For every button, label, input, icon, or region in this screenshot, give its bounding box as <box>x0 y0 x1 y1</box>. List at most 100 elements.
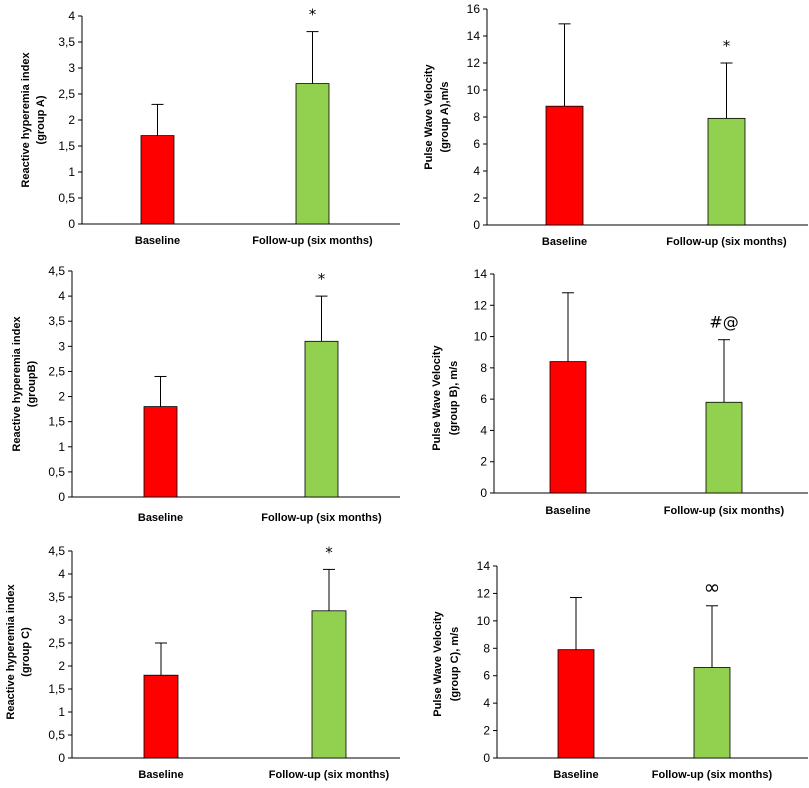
significance-marker: * <box>318 270 326 288</box>
y-tick-label: 1 <box>58 440 65 454</box>
y-tick-label: 2,5 <box>48 636 65 650</box>
category-label: Follow-up (six months) <box>664 505 785 517</box>
y-tick-label: 1,5 <box>48 415 65 429</box>
y-tick-label: 8 <box>473 110 480 124</box>
y-axis-label-line: (group B), m/s <box>448 361 460 436</box>
y-tick-label: 2 <box>473 191 480 205</box>
y-tick-label: 14 <box>477 559 491 573</box>
category-label: Baseline <box>545 505 590 517</box>
category-label: Baseline <box>138 512 183 524</box>
y-tick-label: 3 <box>58 613 65 627</box>
bar-followup <box>304 340 339 498</box>
y-tick-label: 10 <box>467 83 481 97</box>
y-tick-label: 3 <box>58 339 65 353</box>
y-tick-label: 0 <box>483 751 490 765</box>
y-axis-label-line: (group A) <box>35 95 47 144</box>
category-label: Baseline <box>135 235 180 247</box>
y-tick-label: 12 <box>474 298 488 312</box>
y-tick-label: 16 <box>467 2 481 16</box>
y-tick-label: 12 <box>467 56 481 70</box>
y-axis-label: Reactive hyperemia index (group A) <box>20 52 47 188</box>
y-axis-label: Pulse Wave Velocity (group A),m/s <box>423 63 451 169</box>
y-axis-label-line: (group C), m/s <box>449 627 461 702</box>
bar-baseline <box>143 674 179 759</box>
y-axis-label: Pulse Wave Velocity (group B), m/s <box>431 344 460 450</box>
y-tick-label: 6 <box>480 392 487 406</box>
y-tick-label: 2 <box>68 113 75 127</box>
y-tick-label: 1,5 <box>48 682 65 696</box>
y-axis-label-line: (group C) <box>20 627 32 677</box>
significance-marker: #@ <box>709 313 738 332</box>
y-axis-label: Reactive hyperemia index (group C) <box>5 584 32 720</box>
y-tick-label: 2,5 <box>58 87 75 101</box>
y-axis-label-line: Pulse Wave Velocity <box>431 344 443 450</box>
y-tick-label: 1 <box>68 165 75 179</box>
chart-3: 0 0,5 1 1,5 2 2,5 3 3,5 4 4,5 Baseline * Follow-up (… <box>11 264 400 524</box>
category-label: Baseline <box>553 769 598 781</box>
y-axis-label-line: (group A),m/s <box>439 81 451 152</box>
y-tick-label: 4 <box>483 696 490 710</box>
category-label: Follow-up (six months) <box>652 769 773 781</box>
category-label: Follow-up (six months) <box>666 236 787 248</box>
y-axis-label-line: Reactive hyperemia index <box>11 316 23 452</box>
chart-1: 0 0,5 1 1,5 2 2,5 3 3,5 4 Baseline * Follow-up (six… <box>20 6 400 247</box>
category-label: Follow-up (six months) <box>261 512 382 524</box>
y-tick-label: 4,5 <box>48 544 65 558</box>
category-label: Baseline <box>542 236 587 248</box>
y-tick-label: 6 <box>483 669 490 683</box>
y-tick-label: 1,5 <box>58 139 75 153</box>
y-tick-label: 14 <box>467 29 481 43</box>
y-tick-label: 0,5 <box>48 728 65 742</box>
significance-marker: * <box>723 37 731 55</box>
y-tick-label: 2 <box>58 390 65 404</box>
chart-2: 0 2 4 6 8 10 12 14 16 Baseline * Follow-up (six mon… <box>423 2 808 248</box>
significance-marker: * <box>309 6 317 24</box>
y-axis-label-line: Pulse Wave Velocity <box>432 610 444 716</box>
y-tick-label: 2,5 <box>48 364 65 378</box>
bar-followup <box>693 667 731 759</box>
bar-baseline <box>143 406 178 498</box>
y-tick-label: 0 <box>480 486 487 500</box>
bar-baseline <box>140 135 175 225</box>
y-tick-label: 8 <box>483 641 490 655</box>
bar-followup <box>311 610 347 759</box>
y-axis-label-line: Reactive hyperemia index <box>20 52 32 188</box>
y-tick-label: 6 <box>473 137 480 151</box>
y-tick-label: 2 <box>483 724 490 738</box>
bar-followup <box>295 83 330 225</box>
y-axis-label: Pulse Wave Velocity (group C), m/s <box>432 610 461 716</box>
y-tick-label: 4 <box>58 567 65 581</box>
significance-marker: ∞ <box>704 575 721 599</box>
category-label: Follow-up (six months) <box>269 769 390 781</box>
y-tick-label: 14 <box>474 267 488 281</box>
y-tick-label: 10 <box>477 614 491 628</box>
y-tick-label: 0,5 <box>48 465 65 479</box>
y-axis-label-line: (groupB) <box>26 360 38 407</box>
y-tick-label: 4 <box>480 423 487 437</box>
y-tick-label: 4,5 <box>48 264 65 278</box>
y-tick-label: 2 <box>58 659 65 673</box>
y-tick-label: 2 <box>480 455 487 469</box>
bar-baseline <box>545 105 584 226</box>
chart-5: 0 0,5 1 1,5 2 2,5 3 3,5 4 4,5 Baseline * Follow-up (… <box>5 543 400 781</box>
y-tick-label: 0 <box>58 490 65 504</box>
bar-baseline <box>557 649 595 759</box>
y-axis-label-line: Pulse Wave Velocity <box>423 63 435 169</box>
bar-baseline <box>549 361 587 494</box>
category-label: Baseline <box>138 769 183 781</box>
y-axis-label: Reactive hyperemia index (groupB) <box>11 316 38 452</box>
y-tick-label: 0 <box>473 218 480 232</box>
y-tick-label: 3,5 <box>48 590 65 604</box>
category-label: Follow-up (six months) <box>252 235 373 247</box>
chart-6: 0 2 4 6 8 10 12 14 Baseline ∞ Follow-up (six month… <box>432 559 808 781</box>
y-tick-label: 4 <box>68 9 75 23</box>
y-tick-label: 0 <box>58 751 65 765</box>
y-tick-label: 8 <box>480 361 487 375</box>
y-tick-label: 4 <box>473 164 480 178</box>
bar-followup <box>707 117 746 226</box>
y-tick-label: 1 <box>58 705 65 719</box>
y-tick-label: 12 <box>477 586 491 600</box>
bar-followup <box>705 401 743 494</box>
significance-marker: * <box>325 543 333 561</box>
